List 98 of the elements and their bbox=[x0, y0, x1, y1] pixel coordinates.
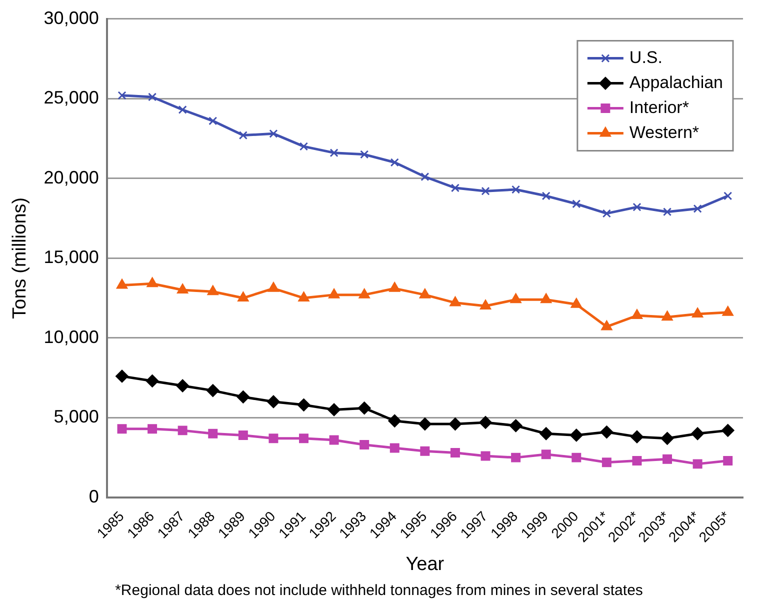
point bbox=[480, 451, 490, 461]
point bbox=[388, 414, 402, 428]
point bbox=[176, 379, 190, 392]
point bbox=[358, 288, 370, 298]
point bbox=[632, 202, 642, 212]
point bbox=[298, 292, 310, 302]
point bbox=[330, 148, 338, 158]
y-axis-title: Tons (millions) bbox=[10, 197, 31, 319]
point bbox=[600, 320, 612, 330]
point bbox=[268, 282, 280, 292]
point bbox=[146, 374, 159, 388]
point bbox=[360, 440, 370, 450]
point bbox=[510, 293, 522, 304]
point bbox=[116, 278, 128, 289]
point bbox=[602, 458, 612, 468]
point bbox=[572, 452, 582, 462]
point bbox=[540, 293, 552, 304]
point bbox=[631, 309, 643, 320]
point bbox=[117, 424, 127, 434]
point bbox=[660, 432, 674, 445]
point bbox=[570, 298, 582, 308]
point bbox=[208, 116, 218, 126]
point bbox=[390, 158, 399, 167]
point bbox=[479, 416, 492, 429]
point bbox=[178, 105, 187, 114]
point bbox=[600, 426, 614, 439]
y-tick-label: 20,000 bbox=[44, 167, 99, 188]
point bbox=[630, 430, 644, 444]
y-tick-label: 10,000 bbox=[44, 326, 99, 347]
point bbox=[450, 184, 460, 192]
point bbox=[238, 430, 248, 440]
point bbox=[388, 282, 400, 292]
point bbox=[208, 428, 218, 438]
point bbox=[266, 395, 280, 408]
point bbox=[511, 452, 521, 462]
point bbox=[418, 418, 432, 431]
point bbox=[509, 419, 522, 432]
y-tick-label: 0 bbox=[88, 486, 99, 506]
point bbox=[207, 285, 219, 296]
point bbox=[722, 306, 734, 316]
point bbox=[299, 142, 308, 151]
point bbox=[118, 91, 126, 100]
point bbox=[448, 418, 462, 431]
x-axis-title: Year bbox=[406, 554, 445, 575]
point bbox=[632, 456, 642, 466]
point bbox=[299, 434, 308, 444]
point bbox=[237, 292, 249, 302]
point bbox=[420, 446, 430, 456]
point bbox=[450, 296, 461, 306]
point bbox=[176, 284, 188, 294]
point bbox=[662, 208, 672, 216]
point bbox=[542, 192, 550, 200]
point bbox=[541, 450, 551, 460]
point bbox=[178, 426, 188, 436]
point bbox=[236, 390, 250, 404]
y-tick-label: 5,000 bbox=[54, 406, 99, 427]
point bbox=[723, 456, 733, 466]
point bbox=[481, 186, 490, 196]
legend-label: Interior* bbox=[629, 98, 690, 117]
point bbox=[269, 129, 278, 138]
y-tick-label: 30,000 bbox=[44, 8, 99, 28]
legend-label: Western* bbox=[629, 122, 700, 142]
point bbox=[724, 192, 732, 200]
point bbox=[692, 459, 702, 469]
point bbox=[572, 200, 581, 208]
point bbox=[148, 424, 158, 434]
point bbox=[358, 402, 371, 415]
legend-label: Appalachian bbox=[629, 72, 724, 92]
point bbox=[540, 427, 553, 440]
point bbox=[360, 150, 369, 159]
point bbox=[329, 435, 339, 445]
point bbox=[693, 204, 702, 213]
point bbox=[721, 424, 734, 437]
point bbox=[148, 92, 157, 102]
point bbox=[602, 209, 611, 218]
point bbox=[328, 403, 341, 416]
point bbox=[146, 277, 158, 288]
point bbox=[570, 428, 583, 442]
point bbox=[206, 384, 220, 398]
point bbox=[692, 307, 704, 318]
point bbox=[480, 299, 492, 310]
point bbox=[297, 398, 310, 412]
point bbox=[691, 427, 704, 440]
point bbox=[420, 172, 430, 182]
y-tick-label: 25,000 bbox=[44, 88, 99, 108]
point bbox=[662, 454, 672, 464]
point bbox=[116, 370, 128, 383]
point bbox=[662, 310, 673, 321]
legend-label: U.S. bbox=[629, 48, 662, 67]
point bbox=[328, 288, 340, 298]
point bbox=[450, 448, 460, 458]
point bbox=[238, 130, 248, 140]
y-tick-label: 15,000 bbox=[44, 247, 99, 268]
point bbox=[512, 185, 520, 194]
text: *Regional data does not include withheld tonnages from mines in several states bbox=[114, 582, 644, 599]
point bbox=[419, 288, 431, 298]
point bbox=[268, 434, 278, 444]
point bbox=[390, 443, 400, 453]
